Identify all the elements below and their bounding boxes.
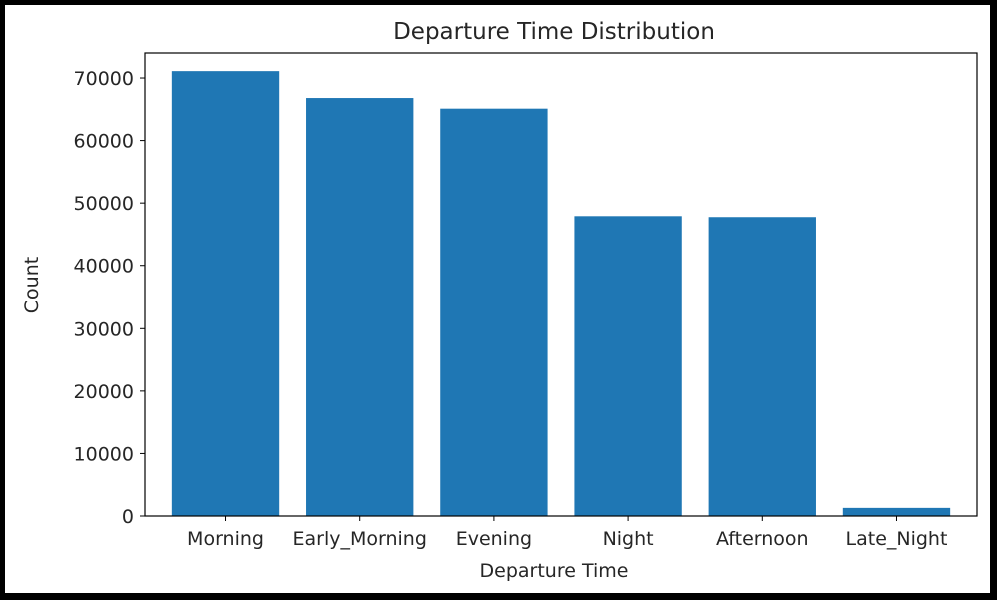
- chart-figure: Departure Time Distribution 0 10000 20000 3…: [5, 5, 990, 593]
- y-tick-label: 30000: [74, 318, 134, 340]
- chart-title: Departure Time Distribution: [393, 19, 715, 45]
- y-tick-label: 70000: [74, 68, 134, 90]
- bars-group: [171, 71, 951, 517]
- x-tick-label: Morning: [187, 528, 264, 550]
- x-axis-label: Departure Time: [480, 560, 629, 582]
- y-tick-label: 40000: [74, 256, 134, 278]
- y-tick-label: 10000: [74, 443, 134, 465]
- bar-night: [574, 216, 682, 517]
- bar-late-night: [842, 507, 951, 516]
- bar-morning: [171, 71, 280, 516]
- bar-chart: Departure Time Distribution 0 10000 20000 3…: [21, 19, 978, 582]
- x-tick-label: Night: [603, 528, 654, 550]
- y-tick-label: 60000: [74, 131, 134, 153]
- x-axis-ticks: Morning Early_Morning Evening Night Afternoo…: [187, 516, 947, 550]
- y-tick-label: 0: [122, 506, 134, 528]
- x-tick-label: Afternoon: [716, 528, 809, 550]
- x-tick-label: Early_Morning: [293, 528, 427, 550]
- bar-early-morning: [306, 98, 414, 516]
- y-tick-label: 20000: [74, 381, 134, 403]
- plot-area-frame: [144, 52, 978, 517]
- bar-afternoon: [708, 217, 816, 516]
- y-tick-label: 50000: [74, 193, 134, 215]
- x-tick-label: Evening: [456, 528, 532, 550]
- y-axis-label: Count: [21, 257, 43, 313]
- x-tick-label: Late_Night: [846, 528, 948, 550]
- y-axis-ticks: 0 10000 20000 30000 40000 50000 60000 70000: [74, 68, 145, 528]
- bar-evening: [440, 108, 548, 517]
